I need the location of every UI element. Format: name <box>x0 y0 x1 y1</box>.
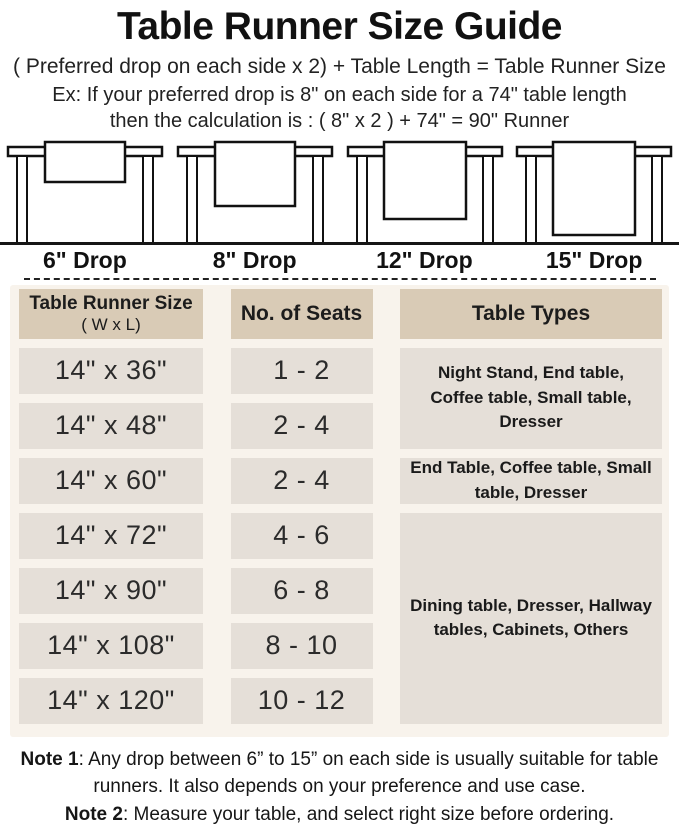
notes-block: Note 1: Any drop between 6” to 15” on ea… <box>0 746 679 826</box>
seats-value: 10 - 12 <box>257 685 346 716</box>
note-2-text: : Measure your table, and select right s… <box>122 803 615 825</box>
drop-illustrations-row <box>0 139 679 245</box>
runner <box>213 140 296 207</box>
note-2: Note 2: Measure your table, and select r… <box>6 801 673 826</box>
right-leg <box>311 154 324 242</box>
left-leg <box>355 154 368 242</box>
seats-value: 1 - 2 <box>273 355 330 386</box>
runner-size-value: 14" x 60" <box>54 465 168 496</box>
table-side-view-icon <box>516 140 673 242</box>
runner-size-value: 14" x 108" <box>47 630 175 661</box>
formula-text: ( Preferred drop on each side x 2) + Tab… <box>13 54 666 78</box>
table-types-group-small-tables: Night Stand, End table, Coffee table, Sm… <box>400 347 662 449</box>
table-row-seats: 10 - 12 <box>230 677 373 724</box>
example-line-1: Ex: If your preferred drop is 8" on each… <box>52 83 627 106</box>
note-1-label: Note 1 <box>20 748 79 770</box>
size-chart-panel: Table Runner Size ( W x L) No. of Seats … <box>10 284 669 737</box>
table-side-view-icon <box>6 140 164 242</box>
size-chart-grid: Table Runner Size ( W x L) No. of Seats … <box>19 288 662 724</box>
table-types-text: End Table, Coffee table, Small table, Dr… <box>410 458 652 502</box>
table-row-seats: 6 - 8 <box>230 567 373 614</box>
note-1-text: : Any drop between 6” to 15” on each sid… <box>78 748 659 798</box>
seats-value: 2 - 4 <box>273 465 330 496</box>
table-row-size: 14" x 72" <box>19 512 203 559</box>
table-row-size: 14" x 36" <box>19 347 203 394</box>
table-drop-illustration-12 <box>340 139 510 242</box>
table-row-size: 14" x 60" <box>19 457 203 504</box>
table-side-view-icon <box>176 140 333 242</box>
table-drop-illustration-6 <box>0 139 170 242</box>
column-header-runner-size-label: Table Runner Size <box>29 292 193 314</box>
dashed-divider <box>23 277 656 280</box>
table-row-seats: 8 - 10 <box>230 622 373 669</box>
runner-size-value: 14" x 90" <box>54 575 168 606</box>
seats-value: 2 - 4 <box>273 410 330 441</box>
runner <box>552 140 637 236</box>
table-row-seats: 2 - 4 <box>230 457 373 504</box>
table-types-text: Dining table, Dresser, Hallway tables, C… <box>410 595 652 640</box>
table-types-text: Night Stand, End table, Coffee table, Sm… <box>430 363 632 432</box>
table-side-view-icon <box>346 140 503 242</box>
runner-size-value: 14" x 120" <box>47 685 175 716</box>
note-2-label: Note 2 <box>64 803 123 825</box>
drop-label-6: 6" Drop <box>43 246 127 273</box>
right-leg <box>651 154 664 242</box>
seats-value: 6 - 8 <box>273 575 330 606</box>
table-types-group-large-tables: Dining table, Dresser, Hallway tables, C… <box>400 512 662 724</box>
table-types-group-medium-tables: End Table, Coffee table, Small table, Dr… <box>400 457 662 504</box>
column-header-seats-label: No. of Seats <box>240 301 363 325</box>
drop-label-15: 15" Drop <box>545 246 643 273</box>
table-row-seats: 2 - 4 <box>230 402 373 449</box>
table-row-size: 14" x 120" <box>19 677 203 724</box>
runner-size-value: 14" x 72" <box>54 520 168 551</box>
column-header-seats: No. of Seats <box>230 288 373 339</box>
column-header-runner-size-sub: ( W x L) <box>81 314 141 334</box>
seats-value: 8 - 10 <box>265 630 338 661</box>
page-title: Table Runner Size Guide <box>116 5 563 48</box>
note-1: Note 1: Any drop between 6” to 15” on ea… <box>6 746 673 801</box>
header-block: Table Runner Size Guide ( Preferred drop… <box>0 0 679 133</box>
runner <box>382 140 467 220</box>
table-row-seats: 4 - 6 <box>230 512 373 559</box>
example-line-2: then the calculation is : ( 8" x 2 ) + 7… <box>109 109 570 132</box>
runner-size-value: 14" x 36" <box>54 355 168 386</box>
table-row-seats: 1 - 2 <box>230 347 373 394</box>
table-row-size: 14" x 48" <box>19 402 203 449</box>
right-leg <box>481 154 494 242</box>
right-leg <box>142 154 154 242</box>
drop-label-8: 8" Drop <box>212 246 297 273</box>
drop-labels-row: 6" Drop 8" Drop 12" Drop 15" Drop <box>0 247 679 274</box>
table-drop-illustration-8 <box>170 139 340 242</box>
column-header-runner-size: Table Runner Size ( W x L) <box>19 288 203 339</box>
left-leg <box>525 154 538 242</box>
column-header-table-types-label: Table Types <box>471 301 591 325</box>
left-leg <box>185 154 198 242</box>
seats-value: 4 - 6 <box>273 520 330 551</box>
drop-label-12: 12" Drop <box>376 246 473 273</box>
table-drop-illustration-15 <box>509 139 679 242</box>
table-row-size: 14" x 90" <box>19 567 203 614</box>
runner <box>43 140 127 183</box>
column-header-table-types: Table Types <box>400 288 662 339</box>
runner-size-value: 14" x 48" <box>54 410 168 441</box>
table-row-size: 14" x 108" <box>19 622 203 669</box>
left-leg <box>16 154 28 242</box>
